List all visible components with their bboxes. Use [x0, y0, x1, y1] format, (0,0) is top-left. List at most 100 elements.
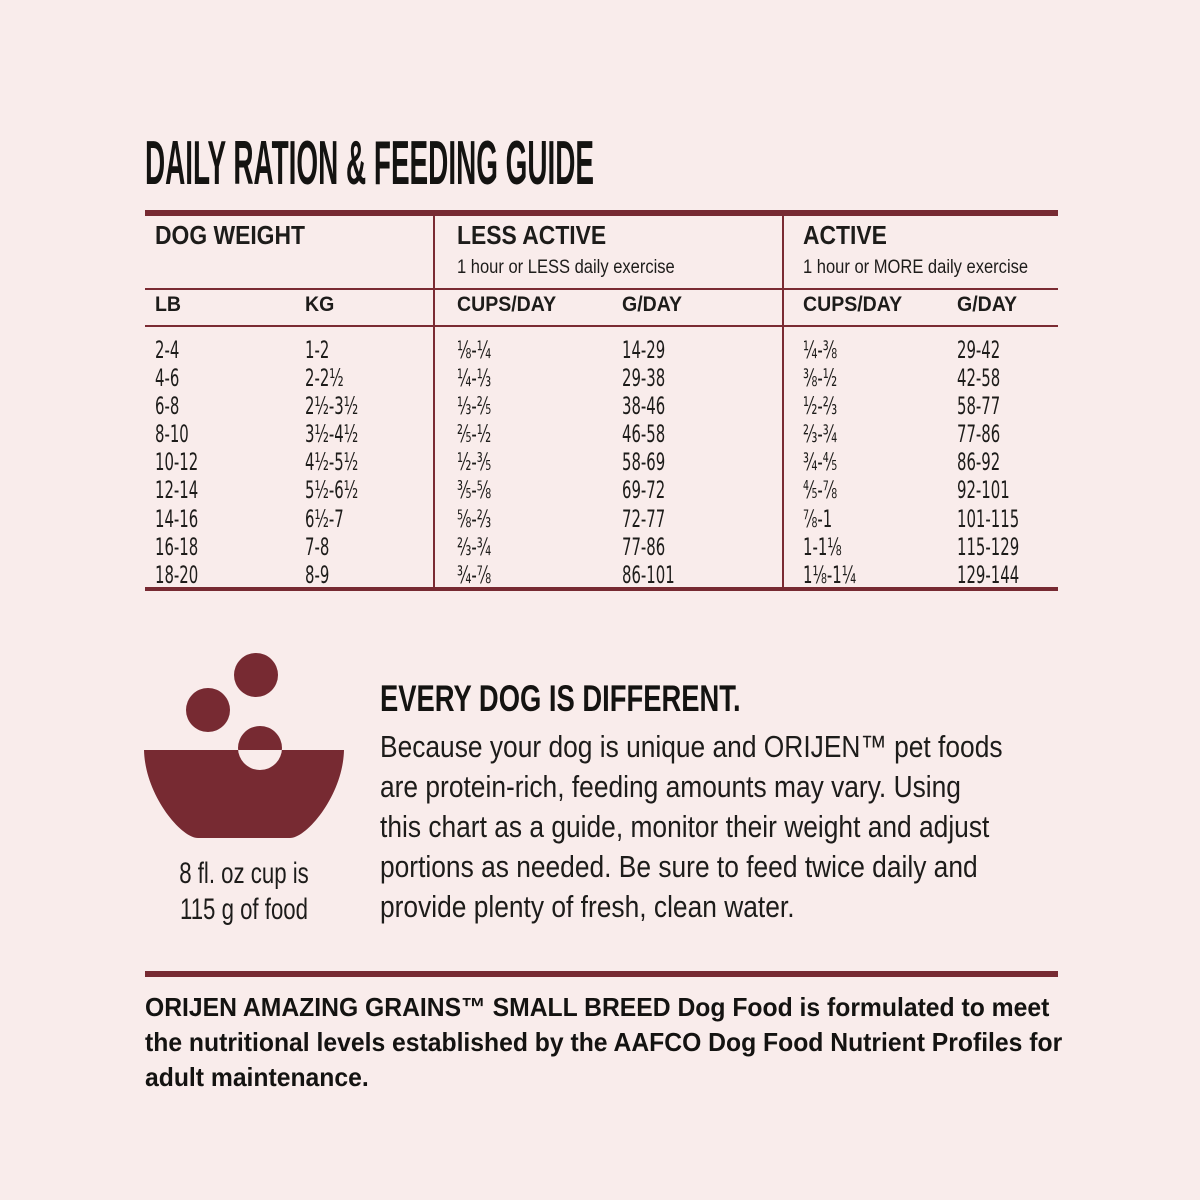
table-divider-line	[145, 288, 1058, 290]
group-label: ACTIVE	[803, 220, 887, 250]
col-header-active-cups: CUPS/DAY	[803, 293, 903, 316]
cell-weight-lb: 10-12	[155, 448, 199, 477]
cell-weight-lb: 18-20	[155, 560, 199, 589]
col-header-kg: KG	[305, 293, 335, 316]
cup-measure-note: 8 fl. oz cup is 115 g of food	[94, 856, 394, 928]
cell-less-active-grams: 72-77	[622, 504, 666, 533]
cell-weight-kg: 3½-4½	[305, 420, 359, 449]
cell-active-cups: ⅔-¾	[803, 420, 838, 449]
column-group-less-active: LESS ACTIVE 1 hour or LESS daily exercis…	[457, 222, 707, 277]
cup-note-line: 115 g of food	[180, 893, 308, 926]
cell-active-grams: 58-77	[957, 392, 1001, 421]
info-paragraph-line: provide plenty of fresh, clean water.	[380, 889, 795, 924]
info-paragraph: Because your dog is unique and ORIJEN™ p…	[380, 727, 1112, 927]
cell-active-grams: 115-129	[957, 532, 1020, 561]
cell-less-active-grams: 29-38	[622, 364, 666, 393]
cell-less-active-grams: 77-86	[622, 532, 666, 561]
cell-weight-kg: 5½-6½	[305, 476, 359, 505]
footer-rule	[145, 971, 1058, 977]
cell-weight-kg: 4½-5½	[305, 448, 359, 477]
cell-active-cups: ⅜-½	[803, 364, 838, 393]
table-bottom-rule	[145, 587, 1058, 591]
aafco-statement-line: the nutritional levels established by th…	[145, 1027, 1063, 1057]
cell-weight-kg: 2-2½	[305, 364, 344, 393]
cell-less-active-grams: 38-46	[622, 392, 666, 421]
cell-active-cups: ⁴⁄₅-⅞	[803, 476, 838, 505]
col-header-active-grams: G/DAY	[957, 293, 1018, 316]
cell-active-grams: 42-58	[957, 364, 1001, 393]
table-top-rule	[145, 210, 1058, 216]
cell-less-active-grams: 86-101	[622, 560, 675, 589]
cell-weight-lb: 2-4	[155, 336, 180, 364]
group-subtitle: 1 hour or LESS daily exercise	[457, 257, 675, 278]
aafco-statement-line: ORIJEN AMAZING GRAINS™ SMALL BREED Dog F…	[145, 992, 1050, 1022]
aafco-statement: ORIJEN AMAZING GRAINS™ SMALL BREED Dog F…	[145, 990, 1110, 1095]
dog-bowl-with-kibble-icon	[144, 653, 344, 838]
table-body: 2-4 1-2 ⅛-¼ 14-29 ¼-⅜ 29-42 4-6 2-2½ ¼-⅓…	[145, 334, 1058, 587]
cell-weight-lb: 16-18	[155, 532, 199, 561]
cell-weight-kg: 6½-7	[305, 504, 344, 533]
cell-less-active-grams: 69-72	[622, 476, 666, 505]
cell-less-active-cups: ⅔-¾	[457, 532, 492, 561]
cell-less-active-cups: ³⁄₅-⅝	[457, 476, 492, 505]
cell-less-active-grams: 14-29	[622, 336, 666, 364]
cell-less-active-cups: ¾-⅞	[457, 560, 492, 589]
cell-active-cups: 1-1⅛	[803, 532, 842, 561]
cell-active-cups: ¾-⁴⁄₅	[803, 448, 838, 477]
cell-less-active-cups: ¼-⅓	[457, 364, 492, 393]
column-group-active: ACTIVE 1 hour or MORE daily exercise	[803, 222, 1062, 277]
cell-less-active-cups: ²⁄₅-½	[457, 420, 492, 449]
table-row: 12-14 5½-6½ ³⁄₅-⅝ 69-72 ⁴⁄₅-⅞ 92-101	[145, 474, 1058, 502]
column-group-dog-weight: DOG WEIGHT	[155, 222, 325, 248]
cell-active-cups: ½-⅔	[803, 392, 838, 421]
cell-active-grams: 29-42	[957, 336, 1001, 364]
table-row: 10-12 4½-5½ ½-³⁄₅ 58-69 ¾-⁴⁄₅ 86-92	[145, 446, 1058, 474]
cell-weight-kg: 1-2	[305, 336, 330, 364]
cell-less-active-cups: ⅓-²⁄₅	[457, 392, 492, 421]
cell-active-cups: ¼-⅜	[803, 336, 838, 364]
aafco-statement-line: adult maintenance.	[145, 1062, 369, 1092]
table-row: 16-18 7-8 ⅔-¾ 77-86 1-1⅛ 115-129	[145, 531, 1058, 559]
col-header-less-active-cups: CUPS/DAY	[457, 293, 557, 316]
cell-active-grams: 129-144	[957, 560, 1020, 589]
cell-weight-kg: 8-9	[305, 560, 330, 589]
cell-weight-lb: 14-16	[155, 504, 199, 533]
table-vertical-divider	[433, 216, 435, 587]
cell-weight-lb: 6-8	[155, 392, 180, 421]
info-paragraph-line: are protein-rich, feeding amounts may va…	[380, 769, 961, 804]
group-label: DOG WEIGHT	[155, 220, 305, 250]
cell-less-active-grams: 58-69	[622, 448, 666, 477]
group-label: LESS ACTIVE	[457, 220, 607, 250]
info-paragraph-line: this chart as a guide, monitor their wei…	[380, 809, 990, 844]
table-row: 18-20 8-9 ¾-⅞ 86-101 1⅛-1¼ 129-144	[145, 559, 1058, 587]
cell-active-grams: 92-101	[957, 476, 1010, 505]
cell-weight-lb: 12-14	[155, 476, 199, 505]
cell-less-active-cups: ⅝-⅔	[457, 504, 492, 533]
cell-active-grams: 77-86	[957, 420, 1001, 449]
group-subtitle: 1 hour or MORE daily exercise	[803, 257, 1029, 278]
cell-weight-lb: 4-6	[155, 364, 180, 393]
cell-weight-lb: 8-10	[155, 420, 189, 449]
table-row: 8-10 3½-4½ ²⁄₅-½ 46-58 ⅔-¾ 77-86	[145, 418, 1058, 446]
col-header-lb: LB	[155, 293, 182, 316]
cell-active-grams: 101-115	[957, 504, 1020, 533]
table-divider-line	[145, 325, 1058, 327]
cell-active-cups: 1⅛-1¼	[803, 560, 857, 589]
info-paragraph-line: portions as needed. Be sure to feed twic…	[380, 849, 978, 884]
table-row: 4-6 2-2½ ¼-⅓ 29-38 ⅜-½ 42-58	[145, 362, 1058, 390]
column-headers-row: LB KG CUPS/DAY G/DAY CUPS/DAY G/DAY	[145, 210, 1058, 591]
table-row: 6-8 2½-3½ ⅓-²⁄₅ 38-46 ½-⅔ 58-77	[145, 390, 1058, 418]
cell-less-active-grams: 46-58	[622, 420, 666, 449]
page-title: DAILY RATION & FEEDING GUIDE	[145, 129, 595, 198]
table-row: 2-4 1-2 ⅛-¼ 14-29 ¼-⅜ 29-42	[145, 334, 1058, 362]
cell-active-grams: 86-92	[957, 448, 1001, 477]
cell-weight-kg: 7-8	[305, 532, 330, 561]
cell-less-active-cups: ½-³⁄₅	[457, 448, 492, 477]
col-header-less-active-grams: G/DAY	[622, 293, 683, 316]
info-heading: EVERY DOG IS DIFFERENT.	[380, 678, 741, 719]
cell-less-active-cups: ⅛-¼	[457, 336, 492, 364]
cell-active-cups: ⅞-1	[803, 504, 833, 533]
info-paragraph-line: Because your dog is unique and ORIJEN™ p…	[380, 729, 1003, 764]
feeding-table: DOG WEIGHT LESS ACTIVE 1 hour or LESS da…	[145, 210, 1058, 591]
